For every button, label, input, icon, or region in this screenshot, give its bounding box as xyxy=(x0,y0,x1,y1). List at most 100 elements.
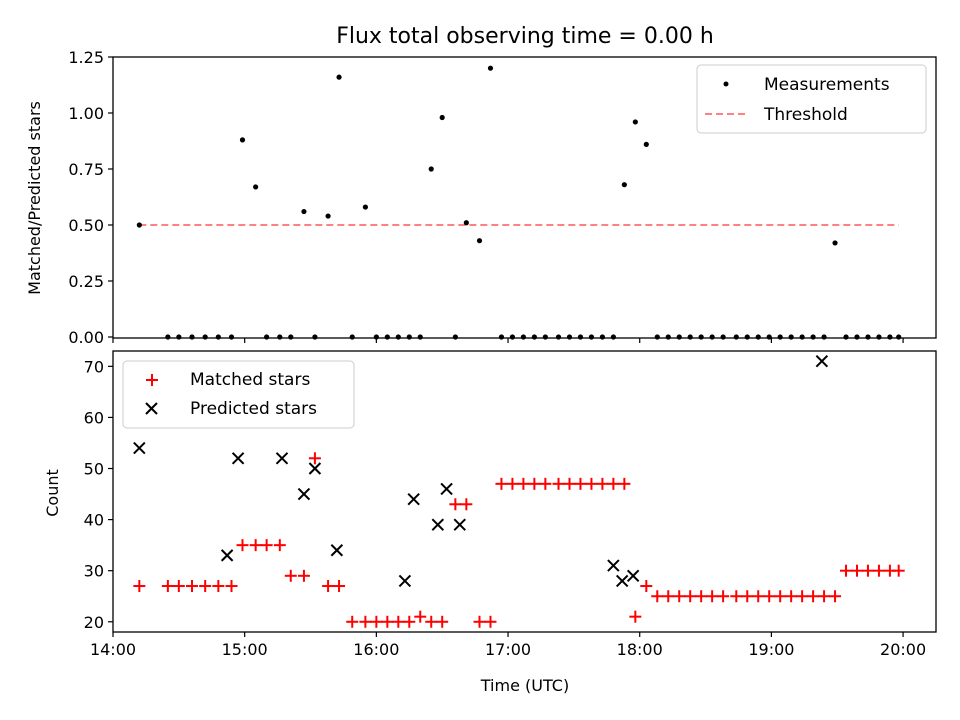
measurement-point xyxy=(755,334,761,340)
measurement-point xyxy=(632,119,638,125)
matched-star-point xyxy=(473,615,486,628)
matched-star-point xyxy=(260,539,273,552)
measurement-point xyxy=(463,220,469,226)
top-axes-frame xyxy=(112,56,937,339)
predicted-star-point xyxy=(398,574,412,588)
measurement-point xyxy=(810,334,816,340)
matched-star-point xyxy=(618,477,631,490)
measurement-point xyxy=(417,334,423,340)
measurement-point xyxy=(288,334,294,340)
measurement-point xyxy=(239,137,246,143)
predicted-star-point xyxy=(453,518,466,531)
predicted-star-point xyxy=(440,482,453,496)
matched-star-point xyxy=(172,580,185,593)
matched-star-point xyxy=(539,477,552,490)
bottom-legend-matched-marker xyxy=(146,374,158,386)
matched-star-point xyxy=(850,564,863,577)
matched-star-point xyxy=(449,498,462,511)
matched-star-point xyxy=(552,477,565,490)
measurement-point xyxy=(887,334,893,340)
predicted-star-point xyxy=(275,452,289,465)
measurement-point xyxy=(733,334,739,340)
matched-star-point xyxy=(585,477,598,490)
measurement-point xyxy=(384,334,390,340)
measurement-point xyxy=(777,334,783,340)
measurement-point xyxy=(766,334,772,340)
matched-star-point xyxy=(370,615,383,628)
predicted-star-point xyxy=(626,569,640,583)
measurement-point xyxy=(325,213,331,219)
measurement-point xyxy=(428,166,434,172)
measurement-point xyxy=(542,334,548,340)
predicted-star-point xyxy=(815,355,829,368)
matched-star-point xyxy=(308,452,321,465)
top-y-tick-label: 1.00 xyxy=(68,104,104,123)
matched-star-point xyxy=(763,590,776,603)
matched-star-point xyxy=(346,615,359,628)
matched-star-point xyxy=(706,590,719,603)
measurement-point xyxy=(555,334,562,340)
bottom-y-tick-label: 30 xyxy=(84,562,104,581)
matched-star-point xyxy=(717,590,730,603)
matched-star-point xyxy=(199,580,212,593)
matched-star-point xyxy=(212,580,225,593)
top-x-ticks xyxy=(112,338,904,343)
matched-star-point xyxy=(796,590,809,603)
matched-star-point xyxy=(829,590,842,603)
bottom-x-tick-label: 15:00 xyxy=(222,640,268,659)
top-legend-box xyxy=(696,64,927,134)
matched-star-point xyxy=(807,590,820,603)
predicted-star-point xyxy=(607,559,620,572)
measurement-point xyxy=(215,334,221,340)
predicted-star-point xyxy=(615,574,629,588)
matched-star-point xyxy=(322,580,335,593)
top-legend: Measurements Threshold xyxy=(696,64,927,134)
matched-star-point xyxy=(186,580,199,593)
matched-star-point xyxy=(517,477,530,490)
measurement-point xyxy=(373,334,379,340)
predicted-star-point xyxy=(308,462,322,475)
measurement-point xyxy=(610,334,616,340)
measurement-point xyxy=(665,334,671,340)
bottom-axes-frame xyxy=(112,350,937,633)
matched-star-point xyxy=(872,564,885,577)
bottom-legend: Matched stars Predicted stars xyxy=(122,360,355,429)
measurement-point xyxy=(896,334,902,340)
top-y-tick-label: 0.25 xyxy=(68,272,104,291)
measurement-point xyxy=(876,334,882,340)
measurement-point xyxy=(395,334,401,340)
top-panel: Flux total observing time = 0.00 h Match… xyxy=(25,24,937,347)
top-legend-threshold-label: Threshold xyxy=(763,105,848,125)
matched-star-point xyxy=(730,590,743,603)
bottom-y-tick-label: 60 xyxy=(84,408,104,427)
bottom-x-tick-label: 14:00 xyxy=(90,640,136,659)
bottom-x-ticks: 14:00 15:00 16:00 17:00 18:00 19:00 20:00 xyxy=(90,632,926,659)
measurement-point xyxy=(643,141,649,147)
bottom-x-tick-label: 20:00 xyxy=(880,640,926,659)
bottom-x-tick-label: 18:00 xyxy=(617,640,663,659)
bottom-y-tick-label: 70 xyxy=(84,357,104,376)
matched-star-point xyxy=(818,590,831,603)
bottom-panel: Count Time (UTC) 20 30 40 50 60 70 14:00 15:00… xyxy=(43,350,937,695)
measurement-point xyxy=(176,334,182,340)
matched-star-point xyxy=(436,615,449,628)
matched-star-point xyxy=(249,539,262,552)
bottom-x-axis-label: Time (UTC) xyxy=(480,676,569,695)
predicted-star-point xyxy=(407,492,420,506)
measurement-point xyxy=(744,334,750,340)
matched-star-point xyxy=(695,590,708,603)
measurement-point xyxy=(843,334,849,340)
matched-star-point xyxy=(225,580,238,593)
top-y-tick-label: 1.25 xyxy=(68,48,104,67)
measurement-point xyxy=(136,222,142,228)
measurement-point xyxy=(821,334,827,340)
measurement-point xyxy=(621,182,627,188)
matched-star-point xyxy=(414,610,427,623)
matched-star-point xyxy=(506,477,519,490)
matched-star-point xyxy=(629,610,642,623)
top-y-tick-label: 0.50 xyxy=(68,216,104,235)
predicted-star-point xyxy=(220,549,234,562)
measurement-point xyxy=(566,334,573,340)
bottom-y-tick-label: 50 xyxy=(84,460,104,479)
matched-star-point xyxy=(785,590,798,603)
